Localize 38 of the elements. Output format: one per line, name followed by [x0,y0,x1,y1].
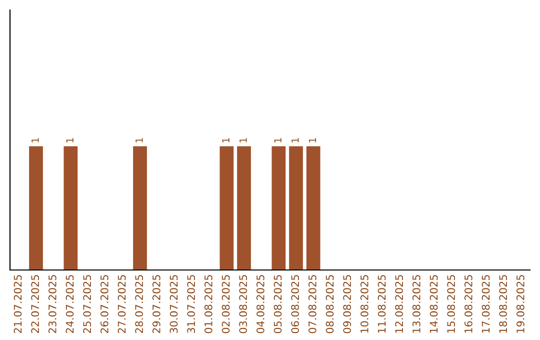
x-tick-label: 03.08.2025 [239,275,248,334]
x-tick-label: 30.07.2025 [170,275,178,334]
x-tick-label: 08.08.2025 [326,275,334,334]
x-tick-label: 09.08.2025 [343,275,352,334]
x-tick-label: 19.08.2025 [516,275,524,333]
x-tick-label: 25.07.2025 [83,275,92,334]
x-tick-label: 27.07.2025 [118,275,126,334]
x-tick-label: 16.08.2025 [464,275,472,333]
data-label: 1 [274,138,282,142]
x-tick-label: 31.07.2025 [187,275,196,334]
x-tick-label: 11.08.2025 [378,275,386,333]
x-tick-label: 04.08.2025 [256,275,264,334]
x-tick-label: 17.08.2025 [482,275,490,333]
x-tick-label: 06.08.2025 [291,275,300,334]
data-label: 1 [222,138,230,142]
x-tick-label: 22.07.2025 [31,275,40,334]
x-tick-label: 13.08.2025 [412,275,420,333]
x-tick-label: 01.08.2025 [204,275,212,334]
x-tick-label: 18.08.2025 [499,275,508,333]
x-tick-label: 26.07.2025 [100,275,108,334]
data-label: 1 [292,138,299,142]
x-tick-label: 05.08.2025 [274,275,282,334]
x-tick-label: 02.08.2025 [222,275,230,334]
data-label: 1 [136,138,143,142]
x-tick-label: 15.08.2025 [447,275,456,333]
data-label: 1 [240,138,247,142]
x-tick-label: 07.08.2025 [308,275,316,334]
data-label: 1 [308,138,316,142]
x-tick-label: 28.07.2025 [135,275,144,334]
x-tick-label: 24.07.2025 [66,275,74,334]
x-tick-label: 29.07.2025 [152,275,160,334]
data-label: 1 [32,138,39,142]
x-tick-label: 21.07.2025 [14,275,22,334]
data-label: 1 [66,138,74,142]
x-tick-label: 10.08.2025 [360,275,368,333]
x-tick-label: 23.07.2025 [48,275,56,334]
x-tick-label: 14.08.2025 [430,275,438,333]
x-tick-label: 12.08.2025 [395,275,404,333]
